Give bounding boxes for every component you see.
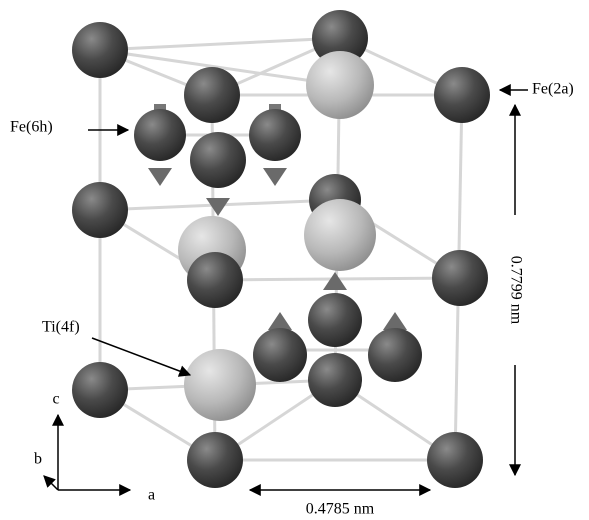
crystal-diagram: Fe(6h) Fe(2a) Ti(4f) 0.7799 nm 0.4785 nm…	[0, 0, 589, 520]
dimension-c: 0.7799 nm	[507, 256, 524, 325]
axis-a: a	[148, 487, 155, 504]
dimension-a: 0.4785 nm	[306, 501, 375, 518]
bonds	[100, 38, 462, 460]
label-fe6h: Fe(6h)	[10, 119, 53, 136]
axis-triad	[44, 415, 130, 490]
axis-b: b	[34, 451, 42, 468]
label-ti4f: Ti(4f)	[42, 319, 80, 336]
axis-c: c	[52, 391, 59, 408]
label-fe2a: Fe(2a)	[532, 81, 574, 98]
